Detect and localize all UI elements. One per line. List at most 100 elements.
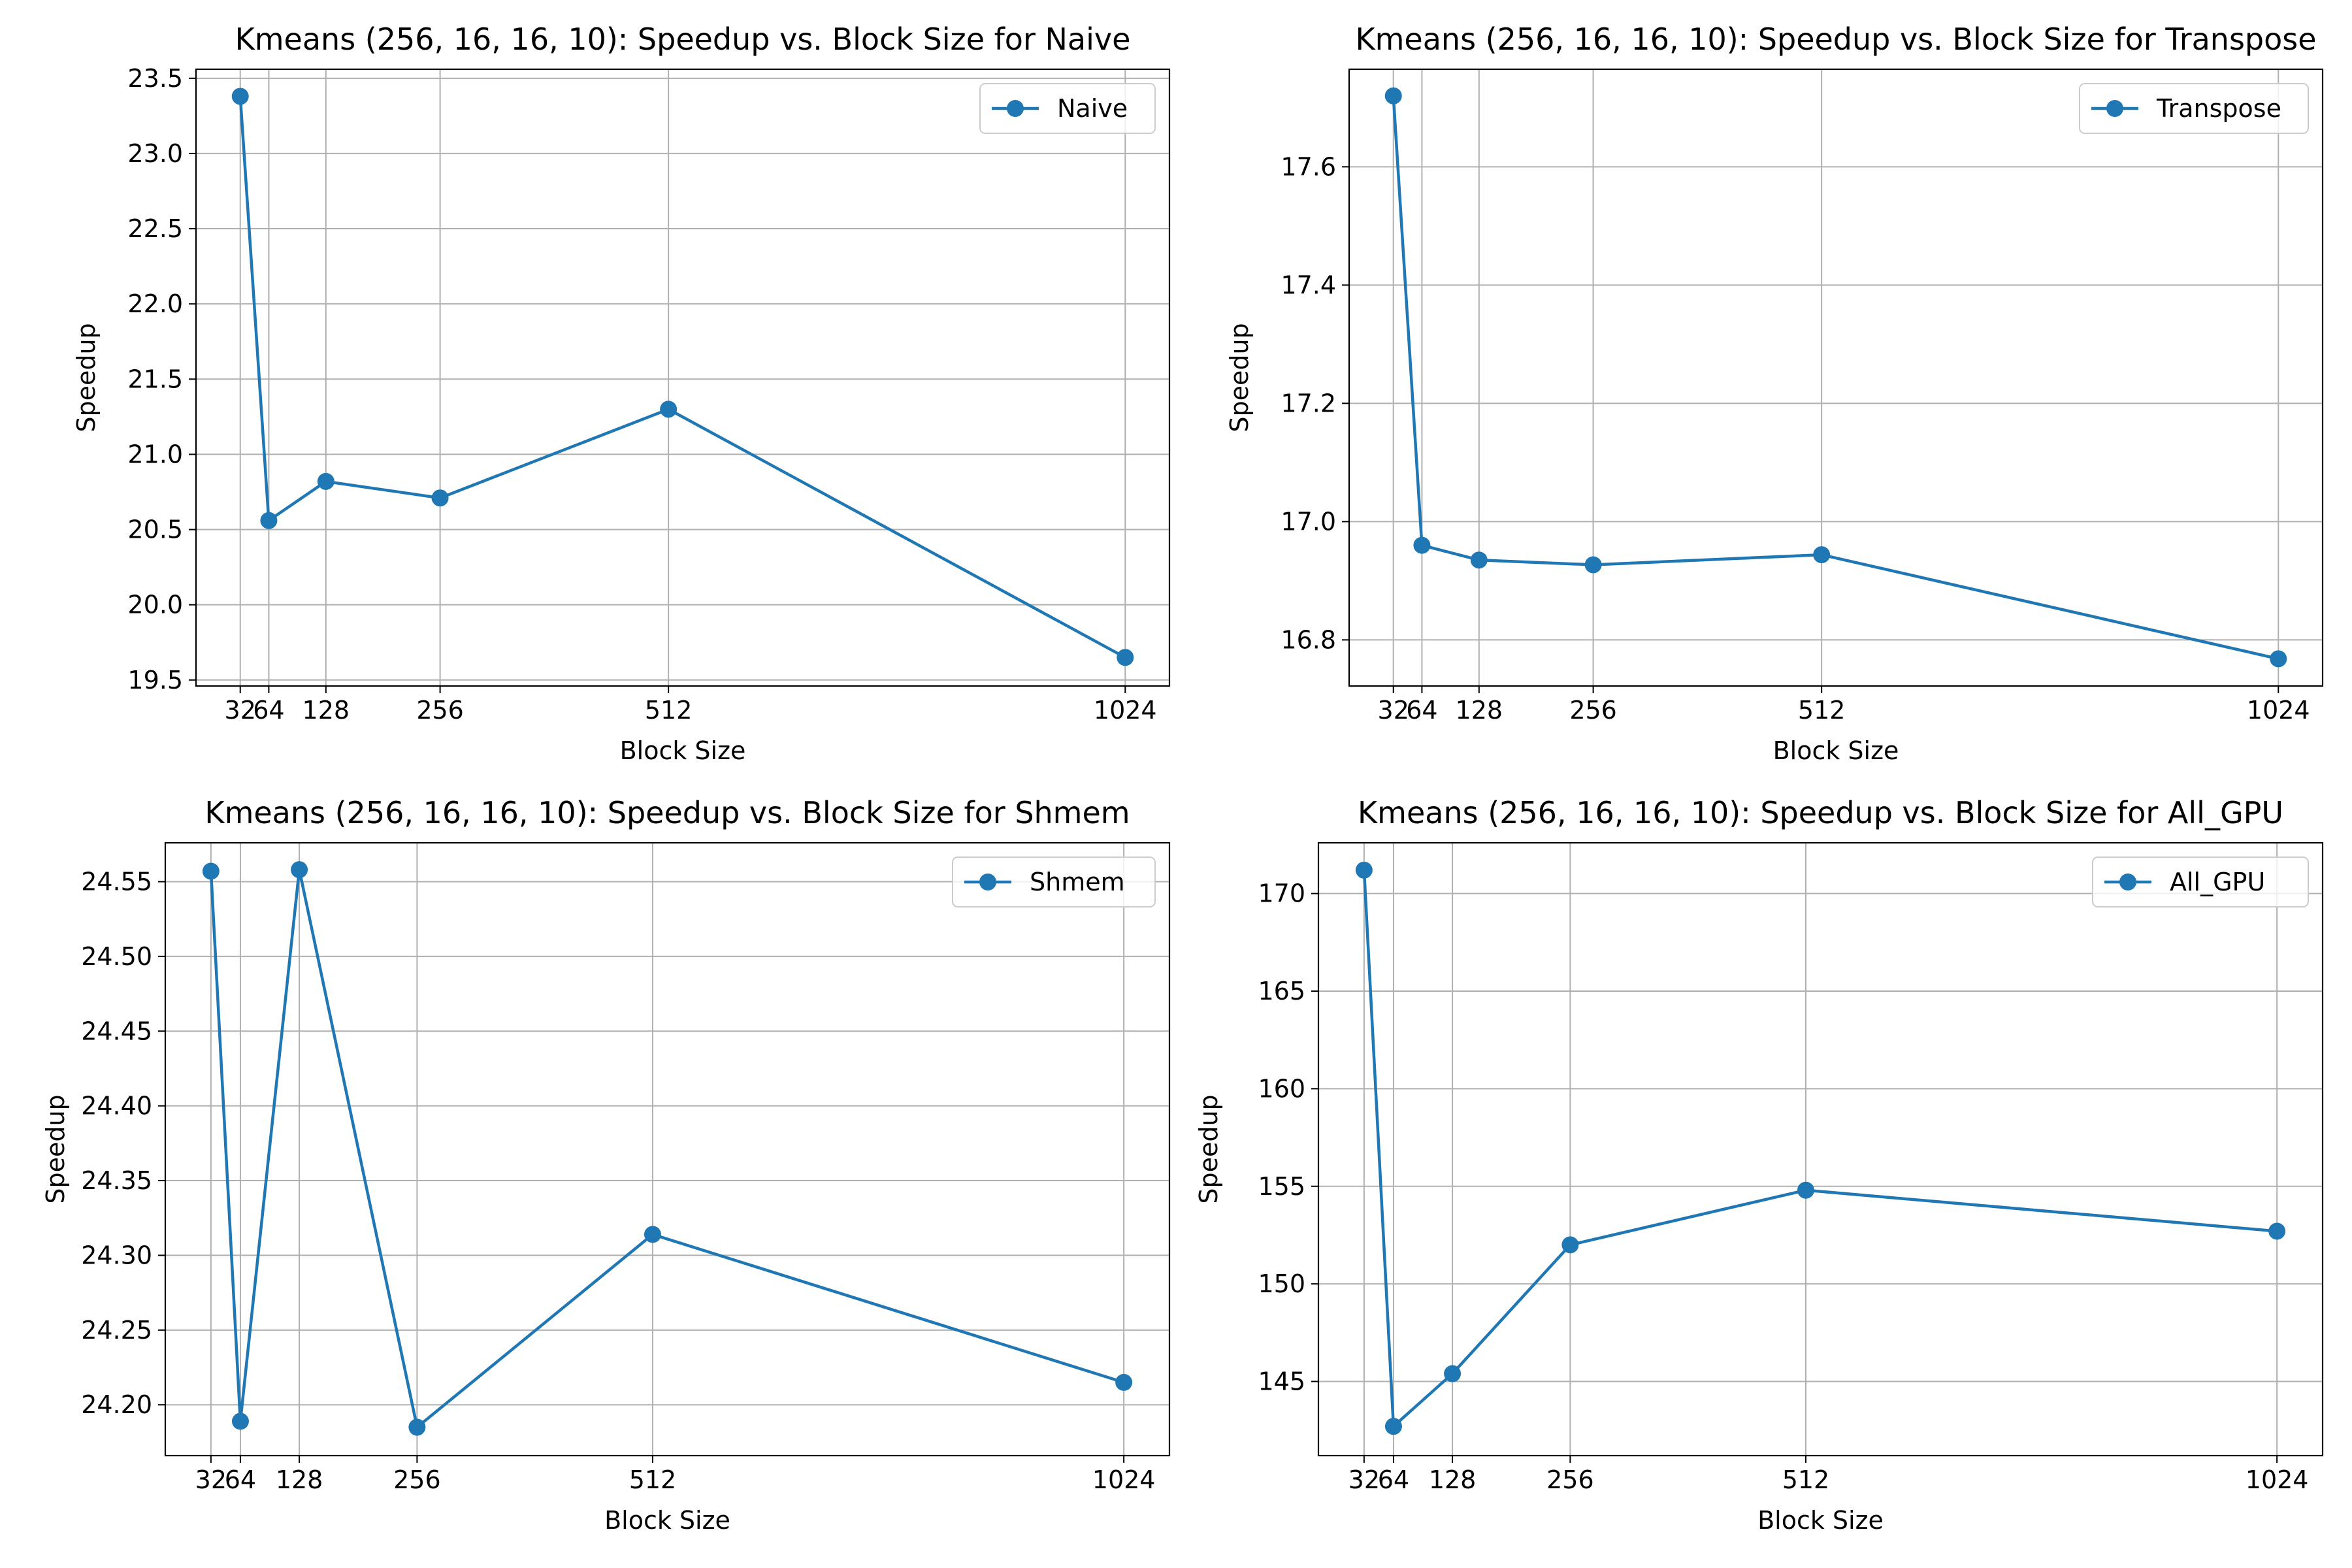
- legend-marker-icon: [2106, 100, 2123, 117]
- y-tick-label: 17.0: [1281, 507, 1336, 536]
- legend-box: [952, 857, 1156, 907]
- x-tick-label: 64: [1406, 696, 1437, 725]
- x-tick-label: 512: [645, 696, 693, 725]
- y-tick-label: 20.0: [127, 591, 183, 619]
- y-axis-label: Speedup: [1225, 323, 1254, 432]
- x-tick-label: 1024: [2246, 1465, 2309, 1494]
- x-tick-label: 1024: [1094, 696, 1157, 725]
- x-tick-label: 512: [629, 1465, 677, 1494]
- y-tick-label: 19.5: [127, 666, 183, 694]
- y-tick-label: 24.25: [81, 1316, 152, 1345]
- data-point: [1117, 649, 1134, 666]
- x-tick-label: 128: [302, 696, 350, 725]
- y-tick-label: 145: [1258, 1367, 1305, 1396]
- x-tick-label: 64: [1378, 1465, 1409, 1494]
- legend-marker-icon: [2119, 874, 2136, 890]
- y-tick-label: 160: [1258, 1074, 1305, 1103]
- legend: Transpose: [2079, 83, 2309, 134]
- y-tick-label: 23.0: [127, 139, 183, 168]
- legend-label: Transpose: [2156, 94, 2281, 123]
- y-axis-label: Speedup: [1194, 1094, 1223, 1203]
- legend: All_GPU: [2092, 857, 2309, 907]
- plot-frame: [195, 68, 1171, 687]
- y-axis-label: Speedup: [72, 323, 101, 432]
- y-tick-label: 24.55: [81, 867, 152, 896]
- data-point: [1561, 1236, 1579, 1254]
- data-point: [202, 862, 220, 880]
- y-tick-label: 24.30: [81, 1241, 152, 1269]
- x-tick-label: 256: [393, 1465, 441, 1494]
- series-line-Transpose: [1392, 95, 2279, 661]
- x-tick-label: 64: [253, 696, 284, 725]
- data-point: [1413, 536, 1431, 554]
- series-line-Naive: [238, 96, 1126, 659]
- y-tick-label: 21.5: [127, 365, 183, 393]
- legend-box: [2092, 857, 2309, 907]
- y-tick-label: 170: [1258, 879, 1305, 908]
- y-tick-label: 20.5: [127, 515, 183, 544]
- chart-title: Kmeans (256, 16, 16, 10): Speedup vs. Bl…: [235, 22, 1131, 57]
- data-point: [231, 88, 249, 105]
- x-tick-label: 128: [276, 1465, 323, 1494]
- plot-frame: [1317, 841, 2324, 1457]
- chart-title: Kmeans (256, 16, 16, 10): Speedup vs. Bl…: [204, 795, 1130, 830]
- x-tick-label: 256: [1546, 1465, 1594, 1494]
- y-tick-label: 165: [1258, 977, 1305, 1005]
- y-tick-label: 24.20: [81, 1390, 152, 1419]
- x-tick-label: 1024: [1092, 1465, 1156, 1494]
- x-axis-label: Block Size: [1773, 736, 1899, 765]
- legend-box: [2079, 83, 2309, 134]
- x-tick-label: 256: [416, 696, 464, 725]
- data-point: [317, 472, 335, 490]
- legend-label: All_GPU: [2170, 868, 2265, 896]
- legend-label: Naive: [1057, 94, 1128, 123]
- data-point: [660, 400, 678, 418]
- data-point: [1384, 87, 1402, 105]
- data-point: [1584, 556, 1602, 574]
- x-tick-label: 32: [195, 1465, 227, 1494]
- legend-marker-icon: [979, 874, 996, 890]
- data-point: [1355, 861, 1373, 879]
- x-tick-label: 512: [1782, 1465, 1830, 1494]
- series-line-All_GPU: [1362, 870, 2278, 1428]
- data-point: [431, 489, 449, 507]
- y-tick-label: 22.5: [127, 214, 183, 243]
- x-tick-label: 32: [1348, 1465, 1380, 1494]
- y-tick-label: 150: [1258, 1269, 1305, 1298]
- x-axis-label: Block Size: [604, 1506, 730, 1535]
- x-axis-label: Block Size: [620, 736, 746, 765]
- x-axis-label: Block Size: [1757, 1506, 1884, 1535]
- y-tick-label: 24.40: [81, 1092, 152, 1120]
- data-point: [260, 512, 278, 529]
- y-tick-label: 23.5: [127, 64, 183, 93]
- y-tick-label: 24.45: [81, 1017, 152, 1045]
- x-tick-label: 1024: [2247, 696, 2310, 725]
- chart-title: Kmeans (256, 16, 16, 10): Speedup vs. Bl…: [1358, 795, 2283, 830]
- data-point: [1470, 551, 1488, 569]
- y-tick-label: 24.35: [81, 1166, 152, 1195]
- data-point: [1444, 1365, 1462, 1382]
- x-tick-label: 64: [225, 1465, 256, 1494]
- data-point: [408, 1418, 426, 1436]
- x-tick-label: 128: [1429, 1465, 1477, 1494]
- plot-frame: [164, 841, 1171, 1457]
- legend: Shmem: [952, 857, 1156, 907]
- plot-frame: [1348, 68, 2324, 687]
- data-point: [1384, 1418, 1402, 1435]
- data-point: [1115, 1373, 1133, 1391]
- series-line-Shmem: [209, 868, 1124, 1429]
- legend-box: [979, 83, 1156, 134]
- data-point: [644, 1226, 661, 1243]
- data-point: [1813, 546, 1831, 564]
- data-point: [2268, 1222, 2286, 1240]
- legend-marker-icon: [1007, 100, 1024, 117]
- chart-title: Kmeans (256, 16, 16, 10): Speedup vs. Bl…: [1355, 22, 2316, 57]
- y-tick-label: 17.6: [1281, 152, 1336, 181]
- x-tick-label: 256: [1569, 696, 1617, 725]
- y-tick-label: 24.50: [81, 942, 152, 971]
- x-tick-label: 32: [1378, 696, 1409, 725]
